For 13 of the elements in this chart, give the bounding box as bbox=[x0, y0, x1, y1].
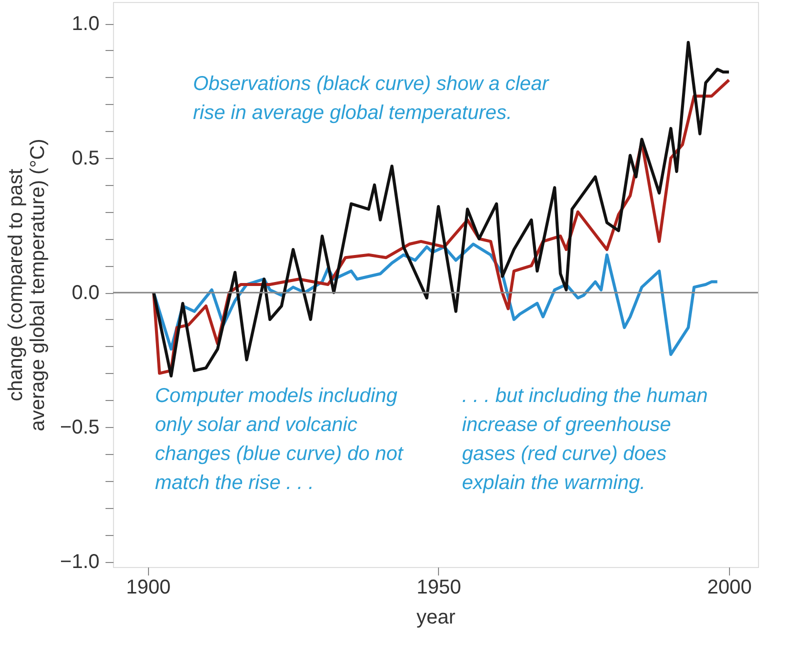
y-tick-label: 0.5 bbox=[72, 148, 100, 170]
y-tick-label: 1.0 bbox=[72, 13, 100, 36]
x-tick-label: 1900 bbox=[126, 576, 171, 598]
annotation: Observations (black curve) show a clear rise in average global temperatures. bbox=[193, 73, 550, 124]
annotation: . . . but including the human increase of greenhouse gases (red curve) does explain the warming. bbox=[462, 385, 708, 494]
y-tick-label: −0.5 bbox=[60, 416, 100, 439]
y-tick-label: 0.0 bbox=[72, 282, 100, 304]
y-tick-label: −1.0 bbox=[60, 551, 100, 574]
y-axis-title: change (compared to past average global temperature) (°C) bbox=[5, 138, 50, 432]
x-tick-label: 2000 bbox=[707, 576, 752, 598]
annotation: Computer models including only solar and volcanic changes (blue curve) do not match the rise . . . bbox=[155, 385, 404, 494]
x-tick-label: 1950 bbox=[416, 576, 462, 598]
x-axis-title: year bbox=[416, 606, 456, 628]
